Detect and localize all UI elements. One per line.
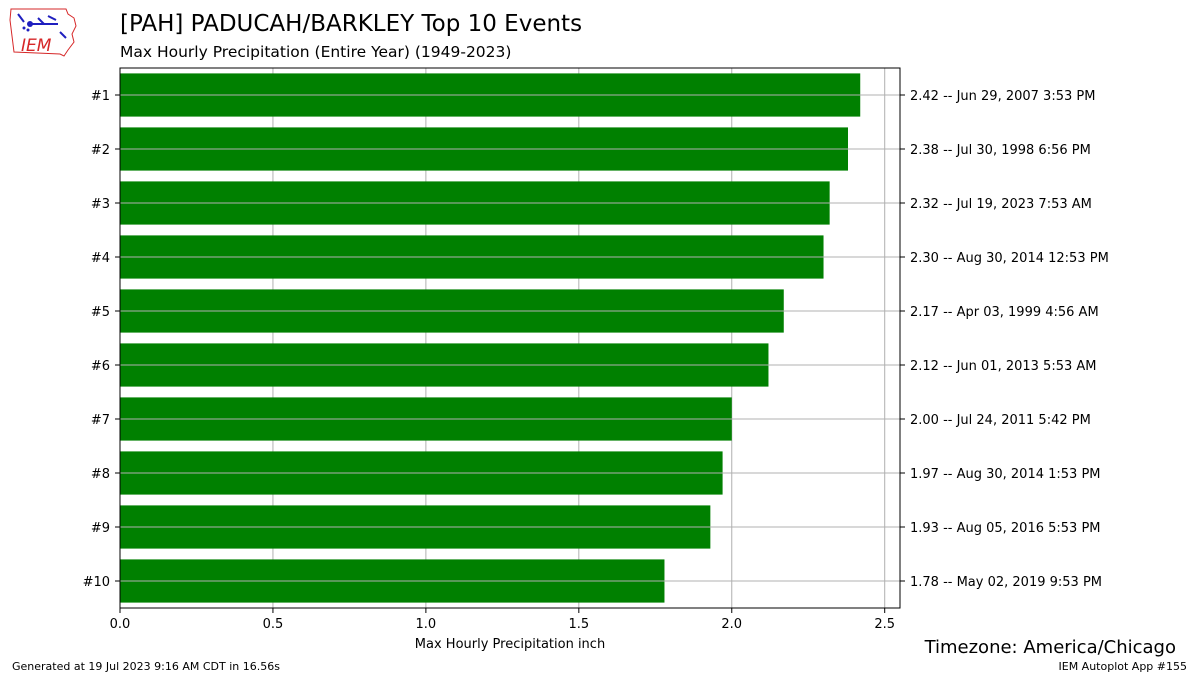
x-tick-label: 1.0 (416, 617, 437, 632)
category-label: #5 (91, 305, 110, 320)
axis-ticks (115, 94, 905, 613)
axis-labels: 0.0 0.5 1.0 1.5 2.0 2.5 #1 2.42 -- Jun 29, 2007… (83, 89, 1109, 632)
category-label: #4 (91, 251, 110, 266)
x-tick-label: 2.0 (721, 617, 742, 632)
x-tick-label: 0.5 (263, 617, 284, 632)
event-label: 1.78 -- May 02, 2019 9:53 PM (910, 575, 1102, 590)
category-label: #2 (91, 143, 110, 158)
category-label: #9 (91, 521, 110, 536)
event-label: 2.12 -- Jun 01, 2013 5:53 AM (910, 359, 1097, 374)
timezone-label: Timezone: America/Chicago (924, 637, 1176, 658)
chart-title: [PAH] PADUCAH/BARKLEY Top 10 Events (120, 11, 583, 37)
x-tick-label: 1.5 (568, 617, 589, 632)
category-label: #10 (83, 575, 110, 590)
category-label: #3 (91, 197, 110, 212)
chart-subtitle: Max Hourly Precipitation (Entire Year) (… (120, 43, 512, 61)
event-label: 2.42 -- Jun 29, 2007 3:53 PM (910, 89, 1095, 104)
event-label: 1.97 -- Aug 30, 2014 1:53 PM (910, 467, 1101, 482)
event-label: 1.93 -- Aug 05, 2016 5:53 PM (910, 521, 1101, 536)
generated-timestamp: Generated at 19 Jul 2023 9:16 AM CDT in … (12, 660, 280, 673)
category-label: #7 (91, 413, 110, 428)
category-label: #8 (91, 467, 110, 482)
bars (120, 73, 861, 603)
x-tick-label: 0.0 (110, 617, 131, 632)
event-label: 2.00 -- Jul 24, 2011 5:42 PM (910, 413, 1091, 428)
x-tick-label: 2.5 (874, 617, 895, 632)
event-label: 2.32 -- Jul 19, 2023 7:53 AM (910, 197, 1092, 212)
category-label: #1 (91, 89, 110, 104)
category-gridlines (120, 94, 900, 582)
category-label: #6 (91, 359, 110, 374)
logo-text: IEM (21, 36, 52, 56)
event-label: 2.30 -- Aug 30, 2014 12:53 PM (910, 251, 1109, 266)
iowa-map-icon: IEM (9, 8, 77, 57)
iem-logo: IEM (8, 6, 82, 60)
event-label: 2.17 -- Apr 03, 1999 4:56 AM (910, 305, 1099, 320)
event-label: 2.38 -- Jul 30, 1998 6:56 PM (910, 143, 1091, 158)
plot-frame (119, 67, 901, 609)
app-credit: IEM Autoplot App #155 (1058, 660, 1188, 673)
x-axis-label: Max Hourly Precipitation inch (415, 637, 605, 652)
